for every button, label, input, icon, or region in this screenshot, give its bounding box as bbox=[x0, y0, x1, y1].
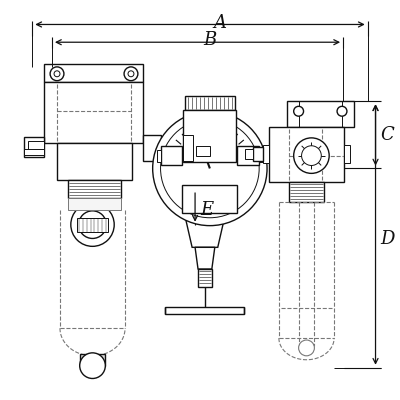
Bar bbox=[245, 149, 253, 158]
Bar bbox=[24, 149, 44, 155]
Bar bbox=[160, 139, 172, 157]
Circle shape bbox=[160, 119, 259, 218]
Polygon shape bbox=[184, 213, 226, 247]
Bar bbox=[68, 198, 121, 210]
Bar bbox=[253, 147, 263, 160]
Text: E: E bbox=[200, 201, 214, 219]
Bar bbox=[183, 135, 193, 160]
Circle shape bbox=[124, 67, 138, 81]
Circle shape bbox=[50, 67, 64, 81]
Bar bbox=[269, 127, 344, 182]
Bar bbox=[77, 218, 108, 232]
Bar bbox=[166, 306, 244, 314]
Bar bbox=[287, 101, 354, 127]
Circle shape bbox=[54, 71, 60, 77]
Bar bbox=[172, 142, 186, 154]
Circle shape bbox=[299, 340, 314, 356]
Bar bbox=[68, 180, 121, 198]
Bar bbox=[28, 141, 44, 153]
Text: C: C bbox=[380, 126, 394, 144]
Bar bbox=[259, 150, 263, 162]
Bar bbox=[196, 146, 210, 156]
Circle shape bbox=[294, 106, 304, 116]
Bar bbox=[80, 354, 105, 366]
Text: B: B bbox=[203, 31, 216, 49]
Text: D: D bbox=[380, 230, 394, 248]
Bar bbox=[263, 145, 269, 162]
Circle shape bbox=[153, 111, 267, 226]
Bar bbox=[24, 137, 44, 157]
Circle shape bbox=[79, 211, 106, 238]
Bar bbox=[44, 82, 143, 143]
Bar bbox=[238, 146, 259, 166]
Bar bbox=[160, 146, 182, 166]
Bar bbox=[183, 110, 236, 162]
Bar bbox=[185, 96, 234, 110]
Polygon shape bbox=[195, 247, 215, 269]
Circle shape bbox=[128, 71, 134, 77]
Bar bbox=[344, 145, 350, 162]
Bar bbox=[182, 185, 238, 213]
Circle shape bbox=[294, 138, 329, 173]
Bar bbox=[198, 269, 212, 287]
Circle shape bbox=[80, 353, 105, 378]
Bar bbox=[157, 150, 160, 162]
Bar bbox=[143, 135, 160, 160]
Circle shape bbox=[71, 203, 114, 246]
Polygon shape bbox=[184, 162, 236, 185]
Bar bbox=[44, 64, 143, 82]
Bar bbox=[57, 143, 132, 180]
Circle shape bbox=[302, 146, 321, 166]
Bar bbox=[186, 144, 196, 152]
Text: A: A bbox=[213, 14, 226, 32]
Circle shape bbox=[337, 106, 347, 116]
Bar bbox=[289, 182, 324, 202]
